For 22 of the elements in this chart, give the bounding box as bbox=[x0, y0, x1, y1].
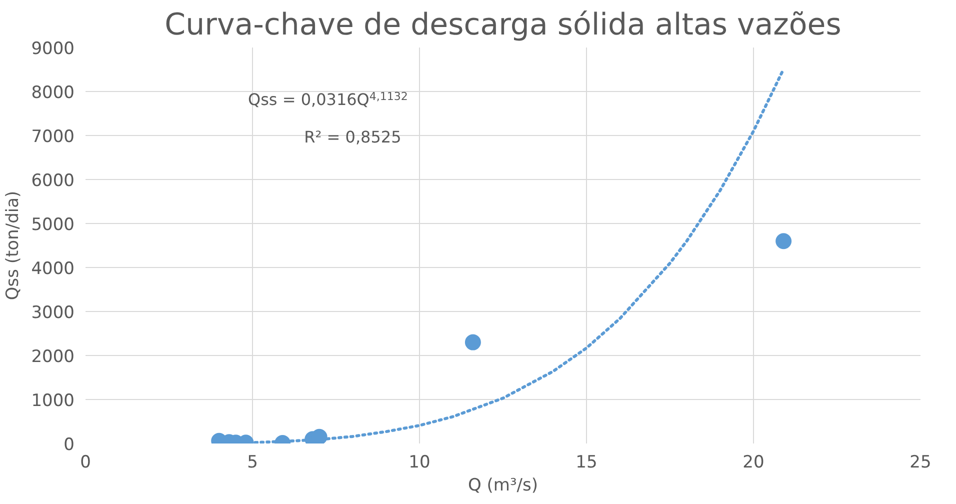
point bbox=[776, 233, 792, 250]
y-tick-label: 4000 bbox=[31, 259, 74, 279]
point bbox=[464, 334, 481, 350]
x-axis-title: Q (m³/s) bbox=[468, 476, 538, 496]
x-tick-label: 15 bbox=[576, 452, 598, 472]
y-tick-label: 8000 bbox=[31, 83, 74, 103]
x-tick-label: 25 bbox=[910, 452, 932, 472]
y-tick-label: 0 bbox=[64, 435, 75, 455]
x-tick-label: 5 bbox=[247, 452, 258, 472]
y-tick-label: 9000 bbox=[31, 39, 74, 59]
y-axis-title: Qss (ton/dia) bbox=[3, 190, 24, 300]
x-tick-label: 0 bbox=[80, 452, 91, 472]
x-tick-label: 20 bbox=[742, 452, 764, 472]
annotation: R² = 0,8525 bbox=[304, 128, 402, 146]
y-tick-label: 2000 bbox=[31, 347, 74, 367]
y-tick-label: 1000 bbox=[31, 391, 74, 411]
y-tick-label: 6000 bbox=[31, 171, 74, 191]
y-tick-label: 3000 bbox=[31, 303, 74, 323]
x-tick-label: 10 bbox=[408, 452, 430, 472]
chart-title: Curva-chave de descarga sólida altas vazões bbox=[164, 8, 842, 42]
y-tick-label: 7000 bbox=[31, 127, 74, 147]
y-tick-label: 5000 bbox=[31, 215, 74, 235]
